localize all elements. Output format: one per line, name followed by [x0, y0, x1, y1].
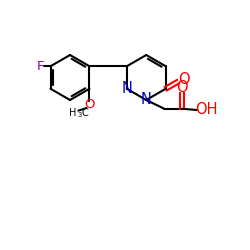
- Text: O: O: [178, 72, 189, 87]
- Text: OH: OH: [195, 102, 218, 117]
- Text: O: O: [176, 80, 188, 95]
- Text: $_3$C: $_3$C: [77, 106, 90, 120]
- Text: N: N: [121, 81, 132, 96]
- Text: H: H: [69, 108, 77, 118]
- Text: F: F: [36, 60, 44, 73]
- Text: O: O: [84, 98, 95, 112]
- Text: N: N: [141, 92, 152, 108]
